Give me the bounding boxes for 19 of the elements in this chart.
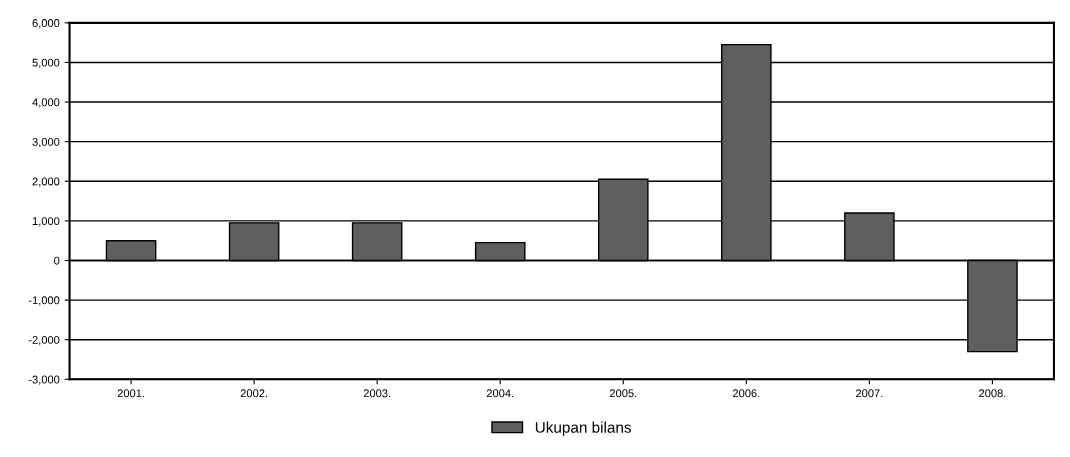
x-tick-label: 2005. [609,389,637,398]
x-tick-label: 2003. [363,389,391,398]
y-tick-label: 2,000 [32,177,60,187]
legend-label: Ukupan bilans [535,421,631,436]
y-tick-label: 0 [54,256,60,265]
x-tick-label: 2008. [979,389,1006,398]
y-tick-label: -1,000 [28,296,60,306]
y-tick-label: 3,000 [32,137,60,148]
y-tick-label: 5,000 [32,58,60,68]
y-tick-label: 6,000 [32,19,60,29]
x-tick-label: 2006. [732,389,760,398]
x-tick-label: 2002. [240,389,268,398]
y-tick-label: 1,000 [32,217,60,227]
y-tick-label: 4,000 [32,98,60,108]
x-tick-label: 2007. [856,389,883,398]
y-tick-label: -3,000 [28,375,60,385]
x-tick-label: 2004. [486,389,514,398]
x-tick-label: 2001. [117,389,144,398]
y-tick-label: -2,000 [28,335,60,346]
